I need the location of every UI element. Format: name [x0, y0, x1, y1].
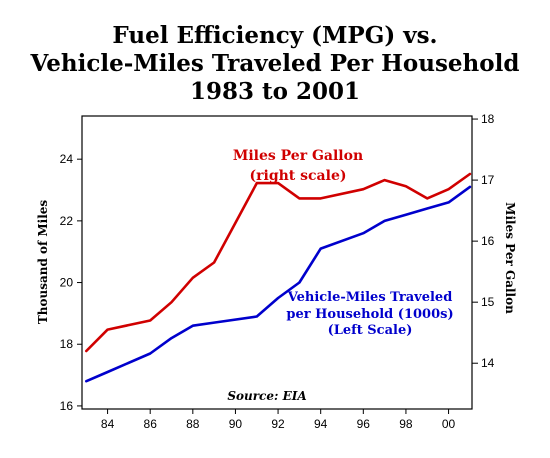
x-tick-label: 84	[101, 417, 115, 431]
vmt-annotation-line2: per Household (1000s)	[286, 307, 453, 322]
right-tick-label: 15	[481, 295, 495, 309]
title-line-2: Vehicle-Miles Traveled Per Household	[30, 50, 520, 77]
title-line-1: Fuel Efficiency (MPG) vs.	[112, 22, 438, 49]
chart-title: Fuel Efficiency (MPG) vs. Vehicle-Miles …	[0, 22, 550, 106]
vmt-annotation-line3: (Left Scale)	[328, 323, 413, 338]
x-tick-label: 98	[399, 417, 413, 431]
left-tick-label: 22	[60, 214, 74, 228]
x-tick-label: 96	[357, 417, 371, 431]
axes: 84 86 88 90 92 94 96 98 00 16 18 20 22 24 14 15 16 17 18	[60, 112, 495, 431]
mpg-annotation-line1: Miles Per Gallon	[233, 148, 363, 164]
left-tick-label: 20	[60, 276, 74, 290]
right-tick-label: 14	[481, 356, 495, 370]
right-axis-label: Miles Per Gallon	[503, 202, 517, 314]
vmt-series-line	[85, 185, 472, 383]
title-line-3: 1983 to 2001	[189, 78, 360, 105]
plot-frame	[81, 115, 473, 410]
left-tick-label: 24	[60, 152, 74, 166]
x-tick-label: 92	[271, 417, 285, 431]
source-note: Source: EIA	[227, 389, 306, 403]
right-tick-label: 16	[481, 234, 495, 248]
x-tick-label: 90	[229, 417, 243, 431]
left-axis-label: Thousand of Miles	[36, 200, 50, 325]
series-lines	[85, 172, 472, 383]
x-tick-label: 88	[186, 417, 200, 431]
x-tick-label: 00	[442, 417, 456, 431]
x-tick-label: 94	[314, 417, 328, 431]
right-tick-label: 18	[481, 112, 495, 126]
x-tick-label: 86	[144, 417, 158, 431]
mpg-annotation-line2: (right scale)	[250, 168, 347, 184]
left-tick-label: 18	[60, 337, 74, 351]
vmt-annotation-line1: Vehicle-Miles Traveled	[287, 290, 453, 305]
left-tick-label: 16	[60, 399, 74, 413]
mpg-series-line	[85, 172, 472, 353]
right-tick-label: 17	[481, 173, 495, 187]
